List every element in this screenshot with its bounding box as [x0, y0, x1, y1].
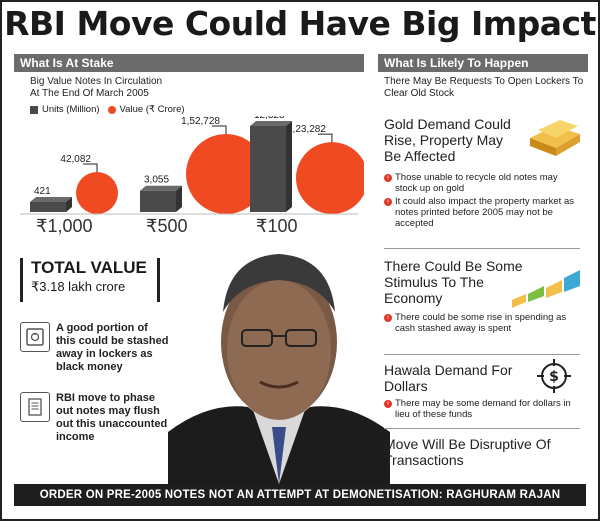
- locker-note-text: A good portion of this could be stashed …: [56, 322, 169, 373]
- page-title: RBI Move Could Have Big Impact: [4, 4, 596, 43]
- right-intro: There May Be Requests To Open Lockers To…: [384, 76, 584, 99]
- stimulus-bullet: › There could be some rise in spending as…: [384, 312, 580, 334]
- stimulus-chart-icon: [512, 270, 580, 308]
- denomination-label: ₹100: [256, 216, 297, 236]
- governor-photo: [168, 232, 390, 484]
- denomination-label: ₹1,000: [36, 216, 93, 236]
- section-header-at-stake: What Is At Stake: [14, 54, 364, 72]
- chart-subtitle-line1: Big Value Notes In Circulation: [30, 76, 163, 87]
- locker-note: A good portion of this could be stashed …: [20, 322, 170, 374]
- units-bar-side: [66, 197, 72, 212]
- hawala-bullet: › There may be some demand for dollars in…: [384, 398, 580, 420]
- safe-icon: [20, 322, 50, 352]
- divider: [384, 354, 580, 355]
- units-bar-top: [140, 185, 182, 191]
- units-bar-top: [250, 121, 292, 126]
- flush-note: RBI move to phase out notes may flush ou…: [20, 392, 170, 444]
- units-bar-side: [286, 121, 292, 212]
- legend-label-units: Units (Million): [42, 104, 100, 115]
- units-bar: [30, 202, 66, 212]
- chart-legend: Units (Million) Value (₹ Crore): [30, 104, 185, 115]
- flush-note-text: RBI move to phase out notes may flush ou…: [56, 392, 168, 443]
- units-bar: [250, 126, 286, 212]
- notes-chart: 421 42,082 ₹1,000 3,055 1,52,728 ₹500 12,3281,…: [20, 116, 364, 236]
- units-bar-top: [30, 197, 72, 202]
- gold-bullet-1: › Those unable to recycle old notes may s…: [384, 172, 580, 194]
- total-value-amount: ₹3.18 lakh crore: [31, 279, 126, 294]
- units-label: 12,328: [254, 116, 285, 121]
- legend-swatch-units: [30, 105, 38, 114]
- legend-swatch-value: [107, 105, 116, 114]
- value-leader-line: [82, 163, 98, 173]
- divider: [384, 428, 580, 429]
- value-leader-line: [317, 133, 333, 143]
- gold-bullet-2: › It could also impact the property marke…: [384, 196, 580, 229]
- gold-heading: Gold Demand Could Rise, Property May Be …: [384, 116, 511, 164]
- footer-banner: ORDER ON PRE-2005 NOTES NOT AN ATTEMPT A…: [14, 484, 586, 506]
- chart-subtitle-line2: At The End Of March 2005: [30, 88, 149, 99]
- legend-label-value: Value (₹ Crore): [119, 104, 185, 115]
- stimulus-heading: There Could Be Some Stimulus To The Econ…: [384, 258, 523, 306]
- dollar-target-icon: $: [537, 359, 571, 393]
- divider: [384, 248, 580, 249]
- units-label: 421: [34, 186, 51, 197]
- total-value-box: TOTAL VALUE ₹3.18 lakh crore: [20, 258, 160, 302]
- section-header-likely: What Is Likely To Happen: [378, 54, 588, 72]
- units-bar-side: [176, 185, 182, 212]
- units-label: 3,055: [144, 175, 169, 186]
- total-value-label: TOTAL VALUE: [31, 258, 147, 277]
- value-circle: [186, 134, 266, 214]
- value-circle: [296, 142, 364, 214]
- units-bar: [140, 190, 176, 212]
- value-label: 42,082: [60, 154, 91, 165]
- denomination-label: ₹500: [146, 216, 187, 236]
- disruptive-heading: Move Will Be Disruptive Of Transactions: [384, 436, 551, 468]
- value-leader-line: [212, 125, 227, 134]
- gold-bar-icon: [530, 120, 580, 156]
- hawala-heading: Hawala Demand For Dollars: [384, 362, 513, 394]
- value-label: 1,23,282: [287, 124, 326, 135]
- svg-text:$: $: [549, 369, 559, 385]
- value-circle: [76, 172, 118, 214]
- document-icon: [20, 392, 50, 422]
- value-label: 1,52,728: [181, 116, 220, 127]
